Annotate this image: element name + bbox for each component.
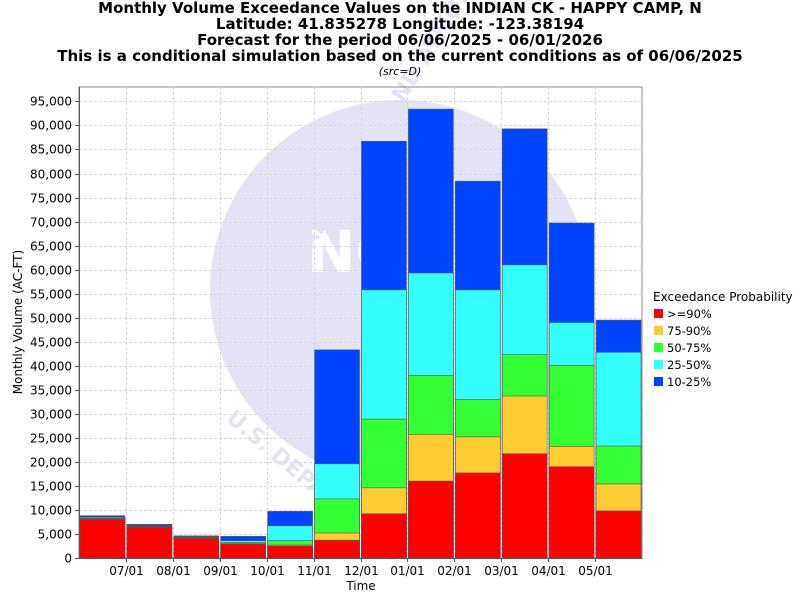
legend-swatch	[654, 360, 663, 369]
chart-title: Monthly Volume Exceedance Values on the …	[98, 0, 702, 17]
axes: 0 5,000 10,000 15,000 20,000 25,000 30,000 35,0…	[30, 87, 642, 578]
y-tick-label: 90,000	[30, 119, 72, 133]
legend-label: 75-90%	[667, 324, 711, 338]
y-tick-label: 65,000	[30, 240, 72, 254]
y-tick-label: 15,000	[30, 480, 72, 494]
bar-90	[314, 539, 360, 559]
x-tick-label: 08/01	[156, 564, 191, 578]
x-tick-label: 01/01	[390, 564, 425, 578]
legend-label: 25-50%	[667, 358, 711, 372]
x-tick-label: 12/01	[344, 564, 379, 578]
bar-90	[501, 453, 548, 559]
legend-swatch	[654, 377, 663, 386]
legend-swatch	[654, 343, 663, 352]
legend-label: >=90%	[667, 307, 712, 321]
bar-90	[126, 526, 173, 559]
y-axis-label: Monthly Volume (AC-FT)	[11, 250, 25, 394]
x-tick-label: 09/01	[203, 564, 238, 578]
y-tick-label: 55,000	[30, 288, 72, 302]
y-tick-label: 50,000	[30, 312, 72, 326]
y-tick-label: 70,000	[30, 216, 72, 230]
legend-swatch	[654, 326, 663, 335]
y-tick-label: 25,000	[30, 432, 72, 446]
y-tick-label: 10,000	[30, 504, 72, 518]
y-tick-label: 45,000	[30, 336, 72, 350]
chart-forecast-period: Forecast for the period 06/06/2025 - 06/…	[197, 31, 603, 49]
y-tick-label: 5,000	[38, 528, 72, 542]
y-tick-label: 20,000	[30, 456, 72, 470]
y-tick-label: 60,000	[30, 264, 72, 278]
y-tick-label: 95,000	[30, 95, 72, 109]
chart-titles: Monthly Volume Exceedance Values on the …	[0, 0, 800, 79]
x-tick-label: 05/01	[578, 564, 613, 578]
x-tick-label: 04/01	[531, 564, 566, 578]
bar-90	[79, 518, 126, 559]
bar-90	[220, 543, 266, 559]
x-tick-label: 07/01	[109, 564, 144, 578]
x-tick-label: 03/01	[484, 564, 519, 578]
bar-90	[361, 513, 407, 559]
y-tick-label: 80,000	[30, 168, 72, 182]
legend-label: 10-25%	[667, 375, 711, 389]
chart-simulation-note: This is a conditional simulation based o…	[57, 47, 743, 65]
chart-location: Latitude: 41.835278 Longitude: -123.3819…	[215, 15, 585, 33]
bar-90	[455, 472, 501, 559]
bar-90	[267, 545, 313, 559]
legend-title: Exceedance Probability	[653, 290, 793, 304]
bar-90	[173, 537, 220, 559]
legend-label: 50-75%	[667, 341, 711, 355]
bar-90	[548, 466, 595, 559]
legend: Exceedance Probability >=90% 75-90% 50-75%…	[653, 290, 793, 389]
x-axis-label: Time	[345, 579, 375, 593]
bar-stacks	[79, 108, 642, 559]
bar-90	[408, 480, 454, 559]
x-tick-label: 11/01	[297, 564, 332, 578]
legend-swatch	[654, 309, 663, 318]
y-tick-label: 85,000	[30, 143, 72, 157]
x-tick-label: 10/01	[250, 564, 285, 578]
y-tick-label: 75,000	[30, 192, 72, 206]
y-tick-label: 40,000	[30, 360, 72, 374]
chart-source-note: (src=D)	[378, 65, 422, 78]
bar-90	[595, 510, 642, 559]
x-tick-label: 02/01	[437, 564, 472, 578]
y-tick-label: 35,000	[30, 384, 72, 398]
y-tick-label: 30,000	[30, 408, 72, 422]
y-tick-label: 0	[64, 552, 72, 566]
